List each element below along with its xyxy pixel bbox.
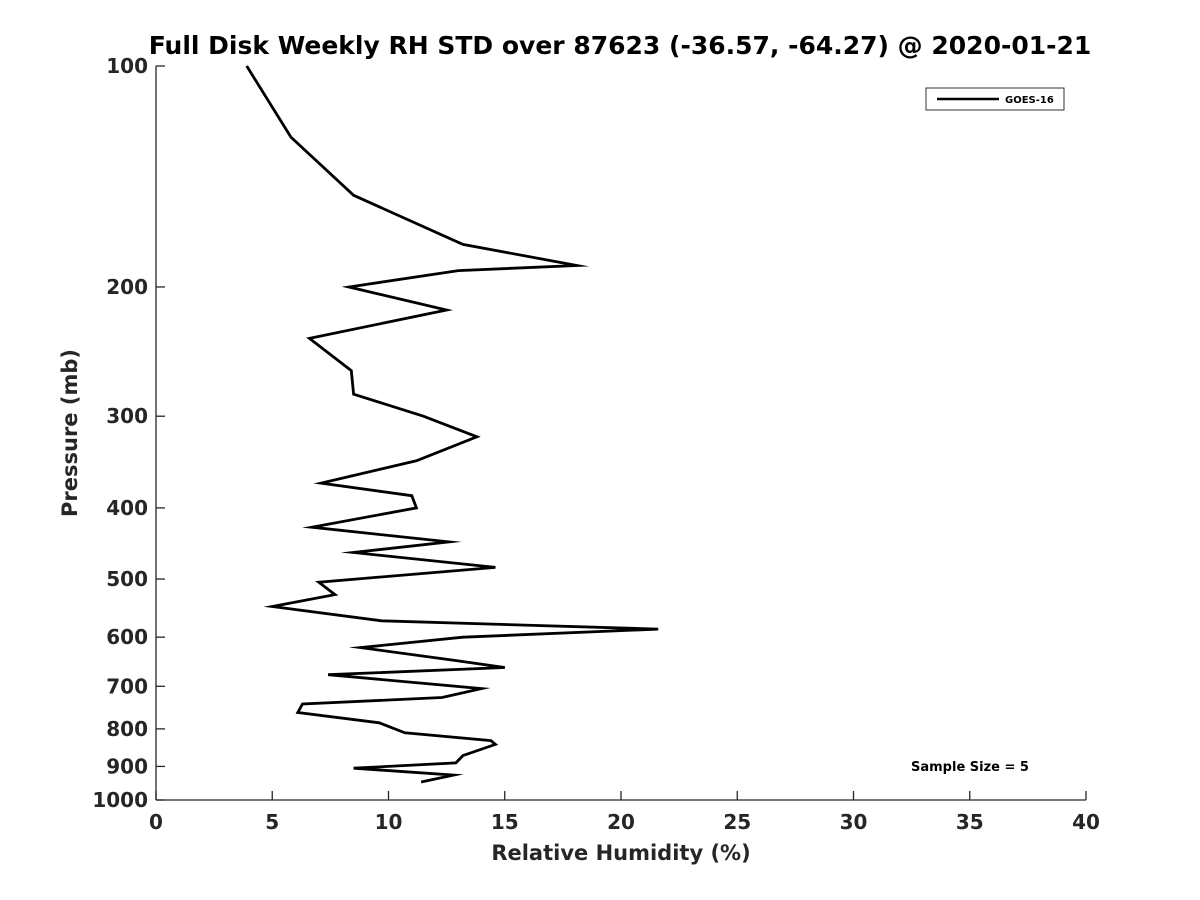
x-tick-label: 20 — [607, 810, 635, 834]
y-tick-label: 300 — [106, 404, 148, 428]
x-tick-label: 15 — [491, 810, 519, 834]
x-tick-label: 0 — [149, 810, 163, 834]
y-tick-label: 600 — [106, 625, 148, 649]
series-line-goes-16 — [245, 65, 659, 784]
y-tick-label: 900 — [106, 754, 148, 778]
sample-size-annotation: Sample Size = 5 — [911, 760, 1029, 775]
x-tick-label: 25 — [723, 810, 751, 834]
y-tick-label: 500 — [106, 567, 148, 591]
x-ticks: 0 5 10 15 20 25 30 35 40 — [149, 791, 1100, 834]
y-tick-label: 200 — [106, 275, 148, 299]
x-tick-label: 5 — [265, 810, 279, 834]
x-axis-label: Relative Humidity (%) — [491, 841, 750, 865]
y-tick-label: 700 — [106, 674, 148, 698]
chart-title: Full Disk Weekly RH STD over 87623 (-36.… — [149, 31, 1092, 60]
legend: GOES-16 — [925, 87, 1065, 111]
y-tick-label: 1000 — [92, 788, 148, 812]
x-tick-label: 30 — [840, 810, 868, 834]
x-tick-label: 40 — [1072, 810, 1100, 834]
x-tick-label: 10 — [375, 810, 403, 834]
series-layer — [245, 65, 659, 784]
y-tick-label: 100 — [106, 54, 148, 78]
y-tick-label: 400 — [106, 496, 148, 520]
y-tick-label: 800 — [106, 717, 148, 741]
legend-label-goes-16: GOES-16 — [1005, 95, 1054, 106]
y-ticks: 100 200 300 400 500 600 700 800 900 1000 — [92, 54, 165, 812]
y-axis-label: Pressure (mb) — [58, 349, 82, 517]
x-tick-label: 35 — [956, 810, 984, 834]
